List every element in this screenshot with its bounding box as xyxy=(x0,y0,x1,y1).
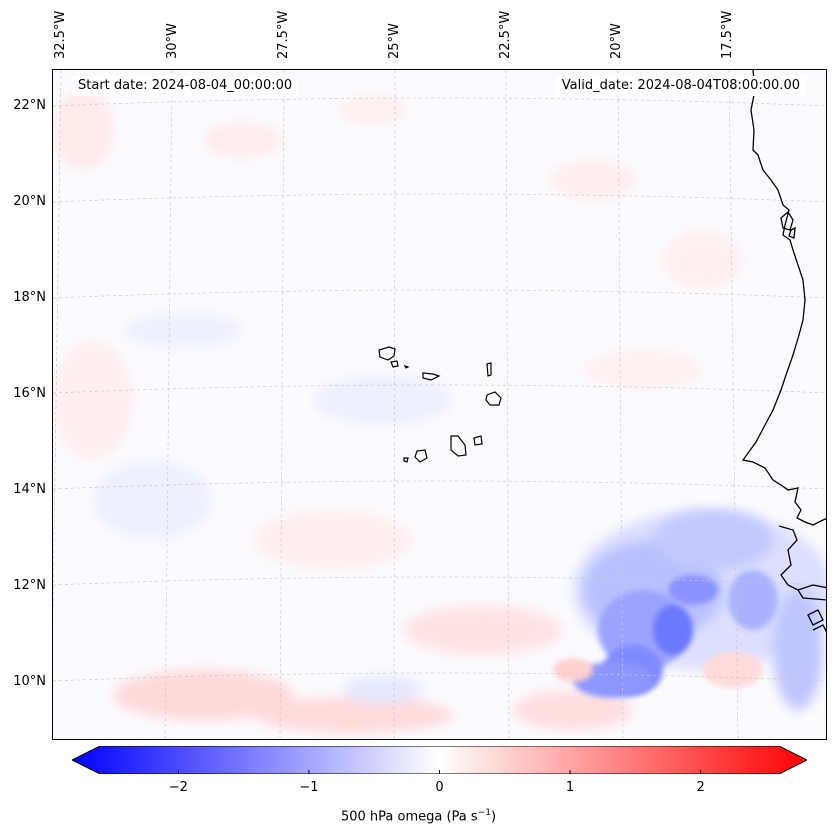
colorbar-tick-label: −1 xyxy=(299,780,319,795)
latitude-label: 22°N xyxy=(13,98,46,113)
graticule xyxy=(53,70,826,739)
map-panel xyxy=(52,69,827,740)
latitude-label: 16°N xyxy=(13,386,46,401)
latitude-label: 14°N xyxy=(13,482,46,497)
colorbar xyxy=(72,746,807,774)
convective-region xyxy=(553,510,826,710)
colorbar-tick-label: 0 xyxy=(435,780,444,795)
colorbar-gradient xyxy=(72,746,807,774)
longitude-label: 25°W xyxy=(387,23,402,59)
omega-field-map xyxy=(53,70,826,739)
latitude-label: 20°N xyxy=(13,194,46,209)
latitude-label: 18°N xyxy=(13,290,46,305)
colorbar-label: 500 hPa omega (Pa s−1) xyxy=(340,808,497,825)
latitude-label: 12°N xyxy=(13,578,46,593)
latitude-label: 10°N xyxy=(13,674,46,689)
valid-date-label: Valid_date: 2024-08-04T08:00:00.00 xyxy=(555,76,806,96)
longitude-label: 20°W xyxy=(609,23,624,59)
longitude-label: 32.5°W xyxy=(53,10,68,59)
west-african-coastline xyxy=(741,70,826,633)
longitude-label: 22.5°W xyxy=(498,10,513,59)
omega-background-patches xyxy=(53,90,743,733)
longitude-label: 30°W xyxy=(165,23,180,59)
longitude-label: 27.5°W xyxy=(276,10,291,59)
cabo-verde-islands xyxy=(378,346,502,463)
colorbar-tick-label: 1 xyxy=(565,780,575,795)
longitude-label: 17.5°W xyxy=(720,10,735,59)
colorbar-tick-label: −2 xyxy=(168,780,188,795)
start-date-label: Start date: 2024-08-04_00:00:00 xyxy=(72,76,299,96)
colorbar-tick-label: 2 xyxy=(696,780,705,795)
